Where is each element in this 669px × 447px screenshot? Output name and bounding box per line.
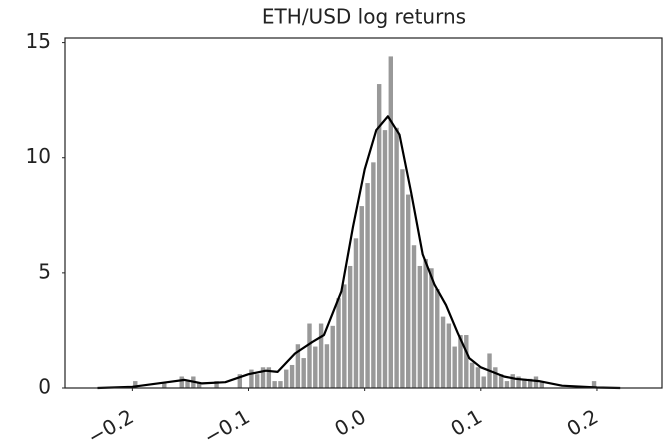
chart-title: ETH/USD log returns [262, 5, 466, 29]
bar [591, 381, 597, 388]
bar [498, 374, 504, 388]
bar [382, 130, 388, 388]
y-tick-label: 15 [26, 29, 51, 53]
bar [255, 374, 260, 388]
bar [423, 259, 428, 388]
bar [284, 369, 289, 388]
bar [411, 245, 417, 388]
bar [301, 358, 306, 388]
bar [429, 268, 434, 388]
bar [278, 381, 283, 388]
bar [464, 335, 469, 388]
bar [313, 346, 318, 388]
bar [336, 298, 341, 388]
bar [435, 288, 440, 388]
bar [400, 169, 405, 388]
plot-frame [64, 37, 663, 389]
x-tick-label: 0.0 [330, 404, 370, 441]
bar [185, 381, 190, 388]
bar [533, 376, 539, 388]
bar [272, 381, 277, 388]
bar [527, 378, 533, 388]
bar [359, 206, 364, 388]
bar [353, 238, 359, 388]
bar [394, 127, 399, 388]
bar [179, 376, 184, 388]
bar [249, 369, 254, 388]
bar [237, 374, 243, 388]
y-tick-label: 10 [26, 144, 51, 168]
y-tick-label: 0 [38, 375, 51, 399]
bar [417, 265, 423, 388]
bar [522, 378, 527, 388]
bar [162, 383, 167, 388]
bar [481, 376, 486, 388]
bar [504, 381, 510, 388]
bar [295, 344, 301, 388]
bar [347, 265, 353, 388]
bar [406, 194, 411, 388]
bar [260, 367, 266, 388]
bar [376, 84, 382, 388]
bar [493, 367, 498, 388]
bar [214, 381, 219, 388]
bar [133, 381, 138, 388]
bar [475, 367, 481, 388]
kde-line [97, 115, 621, 390]
bar [452, 346, 457, 388]
x-tick-label: 0.1 [447, 404, 487, 441]
bar [196, 383, 202, 388]
bar [307, 323, 312, 388]
bar [324, 344, 330, 388]
bar [266, 367, 272, 388]
bar [342, 284, 347, 388]
bar [516, 376, 521, 388]
bar [330, 325, 335, 388]
bar [318, 323, 324, 388]
bar [510, 374, 515, 388]
bar [365, 183, 370, 388]
x-tick-label: 0.2 [563, 404, 603, 441]
y-tick-label: 5 [38, 259, 51, 283]
bar [446, 323, 452, 388]
bar [458, 335, 463, 388]
bar [469, 362, 475, 388]
bar [371, 162, 376, 388]
bar [289, 364, 295, 388]
bar [440, 316, 446, 388]
x-tick-label: −0.2 [84, 404, 138, 447]
bar [388, 56, 393, 388]
bar [539, 381, 544, 388]
x-tick-label: −0.1 [200, 404, 254, 447]
